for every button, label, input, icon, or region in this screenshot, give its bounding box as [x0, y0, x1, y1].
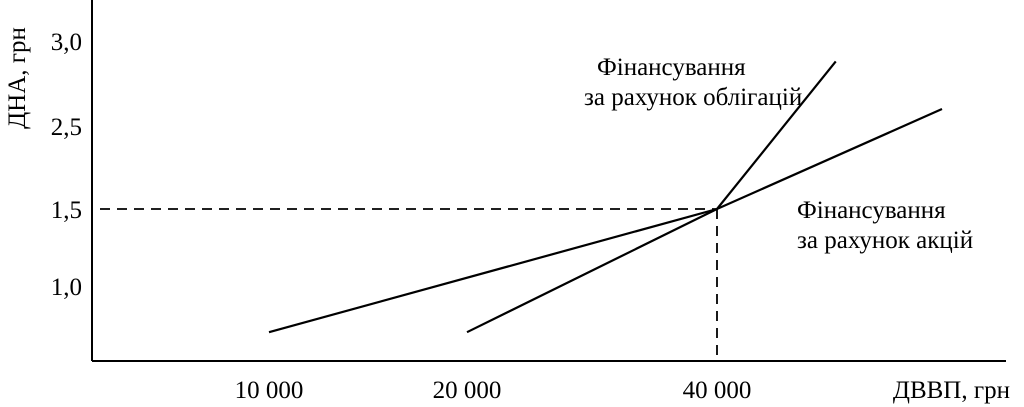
y-tick-label-3: 3,0: [51, 29, 82, 56]
y-axis-title: ДНА, грн: [4, 27, 31, 129]
series-lines: [268, 60, 943, 334]
reference-lines: [100, 208, 718, 361]
x-tick-label-2: 40 000: [683, 377, 752, 404]
bonds-annotation-line-1: Фінансування: [597, 54, 746, 81]
x-tick-labels: 10 000 20 000 40 000: [235, 377, 752, 404]
x-tick-label-0: 10 000: [235, 377, 304, 404]
y-tick-label-2: 2,5: [51, 114, 82, 141]
x-tick-label-1: 20 000: [433, 377, 502, 404]
shares-annotation-line-1: Фінансування: [797, 197, 946, 224]
y-tick-label-0: 1,0: [51, 274, 82, 301]
bonds-annotation: Фінансування за рахунок облігацій: [584, 54, 802, 111]
series-line-1: [268, 107, 943, 334]
shares-annotation-line-2: за рахунок акцій: [797, 227, 973, 254]
y-tick-labels: 1,0 1,5 2,5 3,0: [51, 29, 82, 301]
shares-annotation: Фінансування за рахунок акцій: [797, 197, 973, 254]
x-axis-title: ДВВП, грн: [893, 377, 1010, 404]
bonds-annotation-line-2: за рахунок облігацій: [584, 84, 802, 111]
y-tick-label-1: 1,5: [51, 197, 82, 224]
